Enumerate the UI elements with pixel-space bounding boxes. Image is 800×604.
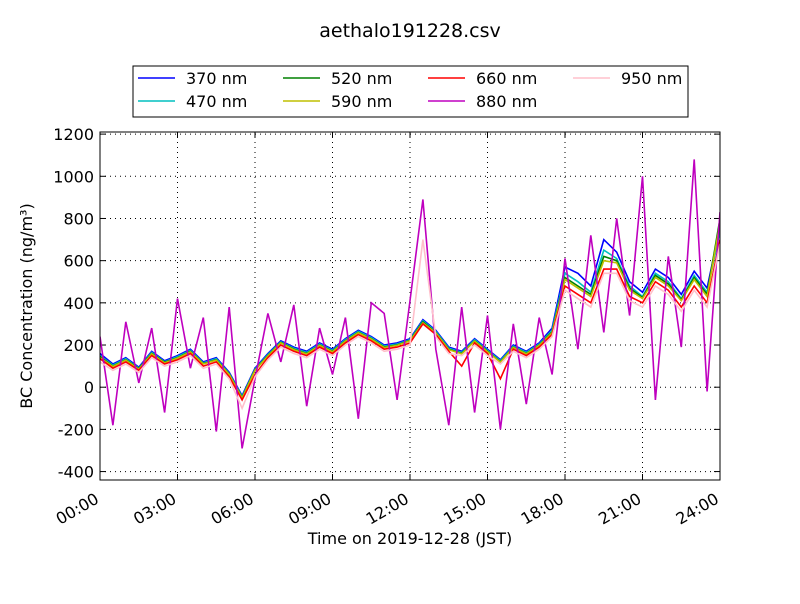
y-tick-label: -400 — [58, 463, 94, 482]
y-tick-label: 1200 — [53, 125, 94, 144]
x-tick-label: 03:00 — [130, 489, 179, 529]
x-tick-label: 00:00 — [53, 489, 102, 529]
y-tick-label: 1000 — [53, 167, 94, 186]
x-tick-label: 06:00 — [208, 489, 257, 529]
x-tick-label: 18:00 — [518, 489, 567, 529]
y-tick-label: 600 — [63, 252, 94, 271]
legend-label: 370 nm — [186, 69, 247, 88]
x-tick-label: 21:00 — [595, 489, 644, 529]
x-tick-label: 15:00 — [440, 489, 489, 529]
legend-label: 660 nm — [476, 69, 537, 88]
chart-title: aethalo191228.csv — [319, 20, 501, 42]
x-axis-label: Time on 2019-12-28 (JST) — [307, 529, 512, 548]
legend-box — [132, 65, 689, 118]
series-line — [100, 239, 720, 411]
series-line — [100, 159, 720, 449]
y-tick-label: 200 — [63, 336, 94, 355]
legend-label: 880 nm — [476, 92, 537, 111]
plot-frame — [99, 131, 721, 481]
y-tick-label: 0 — [84, 378, 94, 397]
y-tick-label: 400 — [63, 294, 94, 313]
x-tick-label: 12:00 — [363, 489, 412, 529]
x-tick-label: 24:00 — [673, 489, 722, 529]
y-tick-label: 800 — [63, 209, 94, 228]
legend-label: 950 nm — [621, 69, 682, 88]
legend-label: 520 nm — [331, 69, 392, 88]
legend-label: 470 nm — [186, 92, 247, 111]
y-axis-label: BC Concentration (ng/m³) — [17, 203, 36, 408]
legend-label: 590 nm — [331, 92, 392, 111]
x-tick-label: 09:00 — [285, 489, 334, 529]
y-tick-label: -200 — [58, 420, 94, 439]
